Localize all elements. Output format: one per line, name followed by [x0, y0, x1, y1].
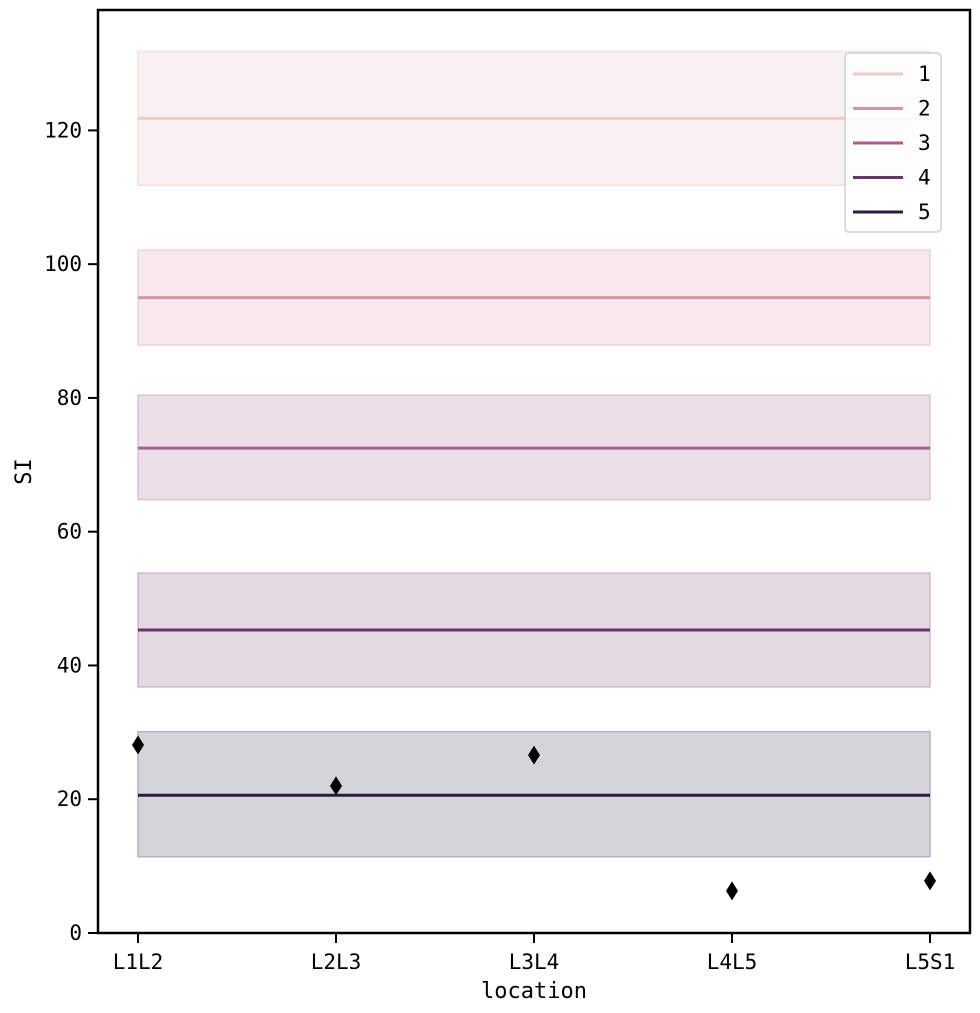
diamond-marker-L1L2: [132, 735, 144, 755]
y-tick-label: 0: [69, 921, 82, 945]
diamond-marker-L3L4: [528, 745, 540, 765]
legend-label-3: 3: [918, 131, 931, 155]
series-lines: [138, 116, 930, 797]
y-tick-label: 80: [57, 386, 82, 410]
x-axis: L1L2 L2L3 L3L4 L4L5 L5S1: [113, 933, 956, 974]
diamond-markers: [132, 735, 936, 901]
y-tick-label: 120: [44, 118, 82, 142]
legend-label-5: 5: [918, 200, 931, 224]
x-tick-label-L3L4: L3L4: [509, 950, 560, 974]
y-axis: 0 20 40 60 80 100 120: [44, 118, 98, 945]
x-tick-label-L1L2: L1L2: [113, 950, 164, 974]
x-tick-label-L4L5: L4L5: [707, 950, 758, 974]
x-tick-label-L2L3: L2L3: [311, 950, 362, 974]
y-tick-label: 40: [57, 653, 82, 677]
y-axis-label: SI: [12, 458, 37, 485]
y-tick-label: 100: [44, 252, 82, 276]
confidence-bands: [137, 50, 931, 858]
y-tick-label: 60: [57, 520, 82, 544]
diamond-marker-L2L3: [330, 776, 342, 796]
x-tick-label-L5S1: L5S1: [905, 950, 956, 974]
legend-label-2: 2: [918, 97, 931, 121]
x-axis-label: location: [481, 979, 587, 1004]
legend-label-4: 4: [918, 166, 931, 190]
legend-label-1: 1: [918, 62, 931, 86]
legend: 1 2 3 4 5: [844, 52, 942, 233]
y-tick-label: 20: [57, 787, 82, 811]
diamond-marker-L4L5: [726, 881, 738, 901]
diamond-marker-L5S1: [924, 871, 936, 891]
